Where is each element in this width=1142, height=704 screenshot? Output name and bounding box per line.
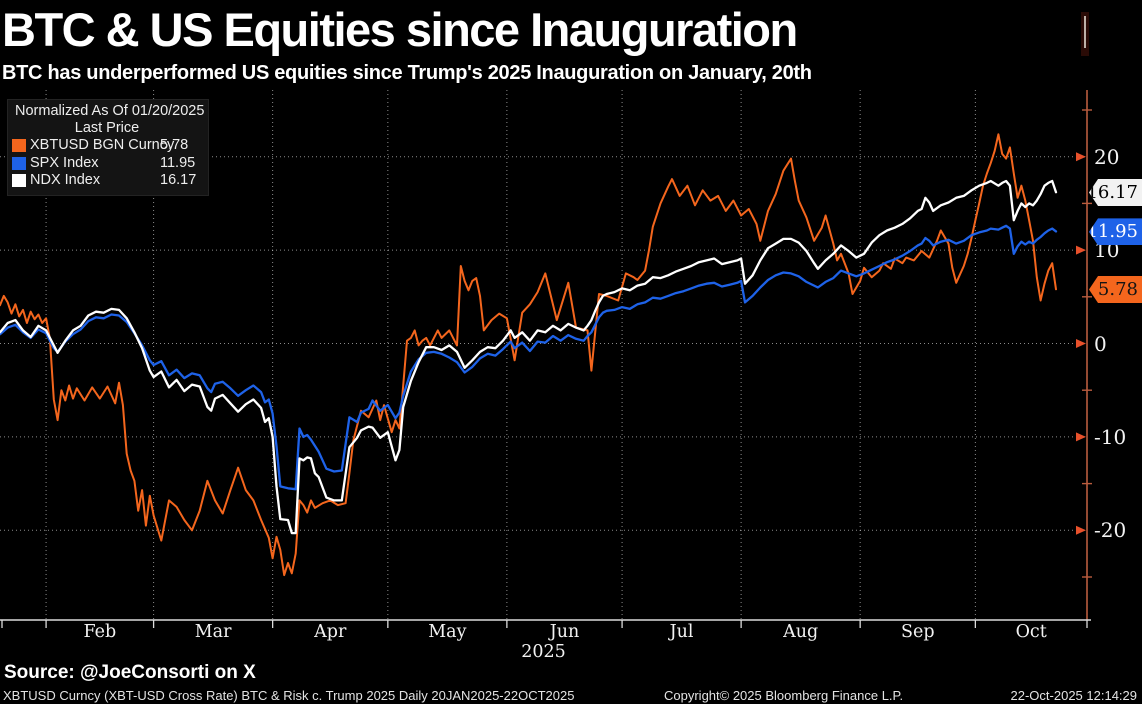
bottom-status-bar: XBTUSD Curncy (XBT-USD Cross Rate) BTC &… — [0, 686, 1142, 704]
legend-rows: XBTUSD BGN Curncy 5.78 SPX Index 11.95 NDX I… — [12, 137, 202, 190]
footer-source: Source: @JoeConsorti on X — [4, 662, 256, 683]
axis-arrow-icon — [1076, 152, 1086, 162]
x-tick-label-may: May — [428, 622, 467, 642]
legend-item-ndx: NDX Index 16.17 — [12, 172, 202, 190]
xbtusd-line — [0, 133, 1057, 577]
legend-swatch-icon — [12, 156, 26, 170]
x-tick-label-sep: Sep — [900, 622, 935, 642]
axis-arrow-icon — [1076, 339, 1086, 348]
legend-item-name: SPX Index — [30, 154, 99, 171]
legend-swatch-icon — [12, 139, 26, 153]
axis-arrow-icon — [1076, 525, 1086, 535]
x-tick-label-aug: Aug — [783, 622, 819, 642]
legend-item-value: 16.17 — [160, 172, 197, 188]
legend-item-value: 5.78 — [160, 137, 189, 153]
y-tick-label: -10 — [1094, 424, 1127, 449]
x-tick-label-feb: Feb — [83, 622, 117, 642]
legend-item-xbtusd: XBTUSD BGN Curncy 5.78 — [12, 137, 202, 155]
page-subtitle: BTC has underperformed US equities since… — [2, 62, 812, 84]
x-tick-label-oct: Oct — [1015, 622, 1047, 642]
spx-line — [0, 224, 1058, 491]
legend-item-value: 11.95 — [160, 154, 196, 171]
price-tag-ndx: 16.17 — [1089, 178, 1142, 206]
legend-item-name: XBTUSD BGN Curncy — [30, 137, 175, 153]
price-tag-xbtusd: 5.78 — [1089, 276, 1142, 303]
legend-item-spx: SPX Index 11.95 — [12, 155, 202, 173]
copyright-text: Copyright© 2025 Bloomberg Finance L.P. — [664, 688, 904, 703]
axis-artifact-line — [1084, 16, 1086, 48]
price-tag-spx: 11.95 — [1089, 218, 1142, 246]
x-tick-label-jul: Jul — [669, 622, 694, 642]
x-tick-label-apr: Apr — [314, 622, 347, 642]
y-tick-label: 20 — [1094, 144, 1120, 169]
x-axis-year-label: 2025 — [521, 642, 566, 662]
page-title: BTC & US Equities since Inauguration — [2, 3, 798, 56]
legend-last-price-label: Last Price — [74, 120, 140, 136]
y-tick-label: 0 — [1094, 331, 1107, 356]
legend-box: Normalized As Of 01/20/2025 Last Price X… — [7, 99, 209, 196]
axis-arrow-icon — [1076, 245, 1086, 255]
chart-description: XBTUSD Curncy (XBT-USD Cross Rate) BTC &… — [3, 688, 575, 703]
y-tick-label: -20 — [1094, 518, 1127, 543]
ndx-line — [0, 179, 1058, 535]
legend-item-name: NDX Index — [30, 172, 101, 188]
timestamp-text: 22-Oct-2025 12:14:29 — [1010, 688, 1137, 703]
x-tick-label-jun: Jun — [549, 622, 580, 642]
x-tick-label-mar: Mar — [194, 622, 232, 642]
axis-arrow-icon — [1076, 432, 1086, 442]
legend-swatch-icon — [12, 174, 26, 188]
legend-normalized-label: Normalized As Of 01/20/2025 — [15, 103, 205, 119]
